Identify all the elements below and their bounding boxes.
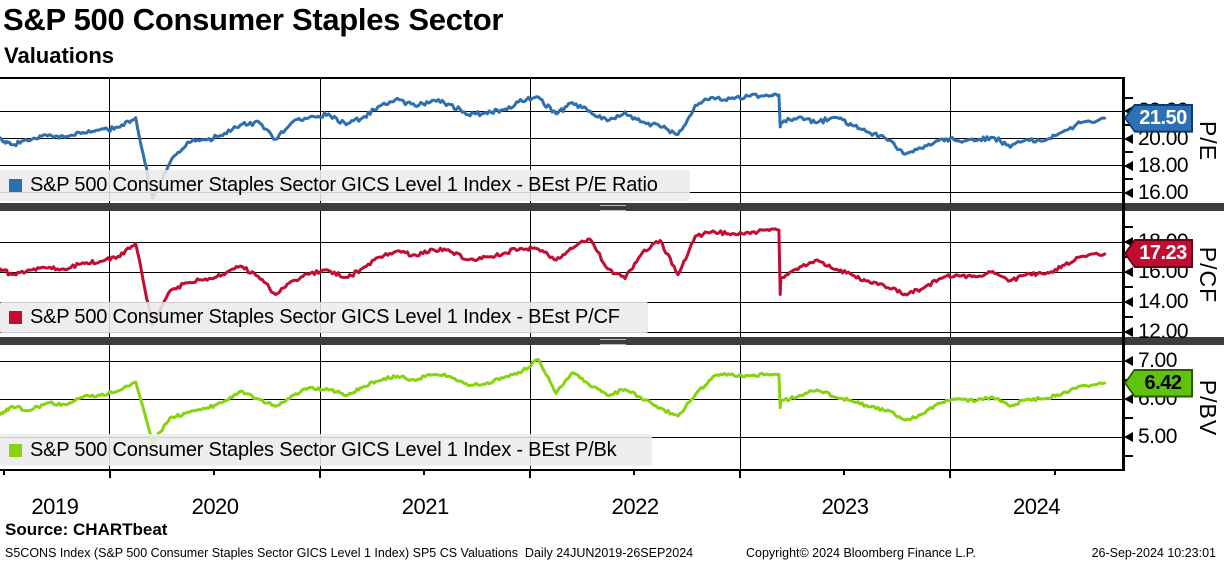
gridline — [949, 78, 951, 470]
y-axis-title-pcf: P/CF — [1195, 246, 1221, 303]
y-minor-tick — [1125, 455, 1133, 457]
y-tick-label: 12.00 — [1138, 320, 1189, 343]
page-title: S&P 500 Consumer Staples Sector — [3, 2, 504, 37]
y-axis-line — [1122, 77, 1125, 471]
x-minor-tick — [3, 470, 6, 475]
last-value-badge-pbk[interactable]: 6.42 — [1124, 368, 1193, 398]
x-minor-tick — [213, 470, 216, 475]
panel-resize-handle[interactable] — [600, 205, 626, 211]
footer-timestamp: 26-Sep-2024 10:23:01 — [1091, 546, 1216, 560]
gridline — [0, 360, 1123, 362]
y-tick-arrow-icon — [1124, 237, 1133, 247]
y-tick-arrow-icon — [1124, 160, 1133, 171]
x-year-label: 2019 — [31, 494, 79, 519]
x-minor-tick — [633, 470, 636, 475]
y-tick-label: 16.00 — [1138, 180, 1189, 204]
y-tick-arrow-icon — [1124, 267, 1133, 277]
y-tick-arrow-icon — [1124, 432, 1133, 442]
y-minor-tick — [1125, 417, 1133, 419]
x-major-tick — [319, 470, 322, 478]
x-year-label: 2021 — [401, 494, 449, 519]
gridline — [529, 78, 531, 470]
x-year-label: 2023 — [821, 494, 869, 519]
y-tick-label: 5.00 — [1138, 425, 1177, 448]
last-value-badge-pcf[interactable]: 17.23 — [1124, 239, 1193, 269]
y-tick-arrow-icon — [1124, 133, 1133, 144]
y-minor-tick — [1125, 226, 1133, 228]
last-value-badge-label: 6.42 — [1126, 370, 1191, 396]
x-major-tick — [739, 470, 742, 478]
source-line: Source: CHARTbeat — [5, 520, 168, 539]
x-year-label: 2024 — [1013, 494, 1060, 519]
x-axis-line — [0, 469, 1125, 471]
gridline — [739, 78, 741, 470]
gridline — [0, 165, 1123, 167]
legend-swatch-icon — [9, 179, 22, 192]
y-axis-title-pbk: P/BV — [1195, 379, 1221, 436]
footer-ticker-info: S5CONS Index (S&P 500 Consumer Staples S… — [5, 546, 694, 560]
legend-swatch-icon — [9, 311, 22, 324]
y-minor-tick — [1125, 96, 1133, 99]
series-line-pcf — [0, 227, 1107, 327]
panel-separator — [0, 337, 1224, 345]
legend-item-pe[interactable]: S&P 500 Consumer Staples Sector GICS Lev… — [0, 170, 690, 201]
legend-swatch-icon — [9, 443, 22, 457]
y-minor-tick — [1125, 178, 1133, 181]
gridline — [0, 138, 1123, 139]
y-axis-title-pe: P/E — [1195, 120, 1221, 161]
gridline — [0, 271, 1123, 273]
legend-item-pbk[interactable]: S&P 500 Consumer Staples Sector GICS Lev… — [0, 434, 652, 466]
footer-copyright: Copyright© 2024 Bloomberg Finance L.P. — [746, 546, 976, 560]
legend-label: S&P 500 Consumer Staples Sector GICS Lev… — [30, 174, 658, 196]
legend-label: S&P 500 Consumer Staples Sector GICS Lev… — [30, 438, 617, 461]
y-tick-arrow-icon — [1124, 106, 1133, 117]
y-minor-tick — [1125, 316, 1133, 318]
page-subtitle: Valuations — [4, 43, 115, 68]
x-year-label: 2020 — [191, 494, 239, 519]
last-value-badge-pe[interactable]: 21.50 — [1124, 103, 1193, 133]
gridline — [0, 398, 1123, 400]
legend-label: S&P 500 Consumer Staples Sector GICS Lev… — [30, 306, 620, 328]
y-tick-arrow-icon — [1124, 394, 1133, 404]
y-minor-tick — [1125, 151, 1133, 154]
last-value-badge-label: 21.50 — [1126, 105, 1191, 131]
y-minor-tick — [1125, 286, 1133, 288]
x-minor-tick — [843, 470, 846, 475]
panel-separator — [0, 203, 1224, 211]
y-tick-arrow-icon — [1124, 327, 1133, 337]
x-major-tick — [108, 470, 111, 478]
panel-resize-handle[interactable] — [600, 339, 626, 345]
x-major-tick — [949, 470, 951, 478]
x-year-label: 2022 — [611, 494, 659, 519]
y-tick-arrow-icon — [1124, 356, 1133, 366]
series-line-pe — [0, 92, 1107, 200]
y-tick-arrow-icon — [1124, 297, 1133, 307]
gridline — [0, 241, 1123, 243]
x-major-tick — [529, 470, 532, 478]
legend-item-pcf[interactable]: S&P 500 Consumer Staples Sector GICS Lev… — [0, 302, 648, 333]
x-minor-tick — [423, 470, 426, 475]
y-tick-label: 18.00 — [1138, 153, 1189, 177]
y-tick-arrow-icon — [1124, 187, 1133, 198]
series-line-pbk — [0, 358, 1107, 445]
y-tick-label: 14.00 — [1138, 290, 1189, 313]
y-tick-label: 7.00 — [1138, 349, 1177, 372]
chart-top-border — [0, 77, 1125, 79]
gridline — [109, 78, 111, 470]
x-minor-tick — [1053, 470, 1056, 475]
last-value-badge-label: 17.23 — [1126, 241, 1191, 267]
gridline — [319, 78, 321, 470]
